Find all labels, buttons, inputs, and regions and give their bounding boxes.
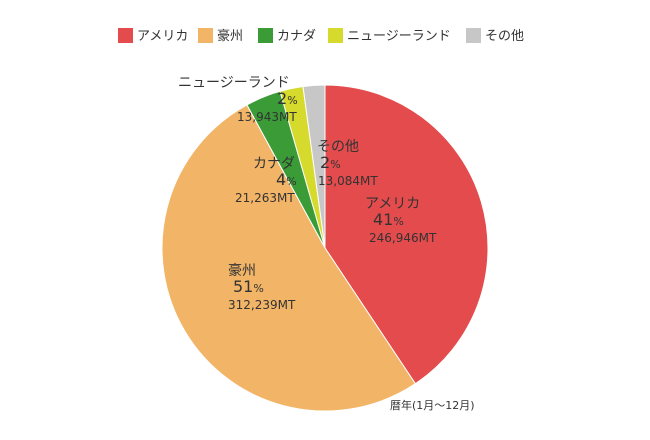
legend-label-0: アメリカ [137,29,188,44]
legend-label-4: その他 [485,29,524,44]
legend-swatch-0 [118,28,133,43]
legend-swatch-2 [258,28,273,43]
slice-percent-2: 4% [276,170,297,189]
legend-swatch-3 [328,28,343,43]
slice-value-0: 246,946MT [369,231,437,245]
legend-swatch-4 [466,28,481,43]
slice-value-4: 13,084MT [318,174,378,188]
slice-name-1: 豪州 [228,263,256,279]
legend: アメリカ 豪州 カナダ ニュージーランド その他 [118,28,524,44]
slice-percent-3: 2% [277,89,298,108]
slice-percent-0: 41% [373,210,404,229]
period-note: 暦年(1月〜12月) [390,398,475,412]
slice-4 [302,84,326,249]
slice-value-2: 21,263MT [235,191,295,205]
legend-label-3: ニュージーランド [347,29,451,44]
legend-label-1: 豪州 [217,28,243,44]
slice-name-4: その他 [317,139,359,155]
pie-slices [161,84,489,412]
slice-value-3: 13,943MT [237,110,297,124]
slice-percent-1: 51% [233,277,264,296]
legend-label-2: カナダ [277,29,316,44]
slice-value-1: 312,239MT [228,298,296,312]
legend-swatch-1 [198,28,213,43]
slice-name-3: ニュージーランド [178,75,290,91]
slice-name-2: カナダ [253,156,295,172]
slice-percent-4: 2% [320,153,341,172]
slice-name-0: アメリカ [365,196,420,212]
slice-1 [161,104,417,412]
